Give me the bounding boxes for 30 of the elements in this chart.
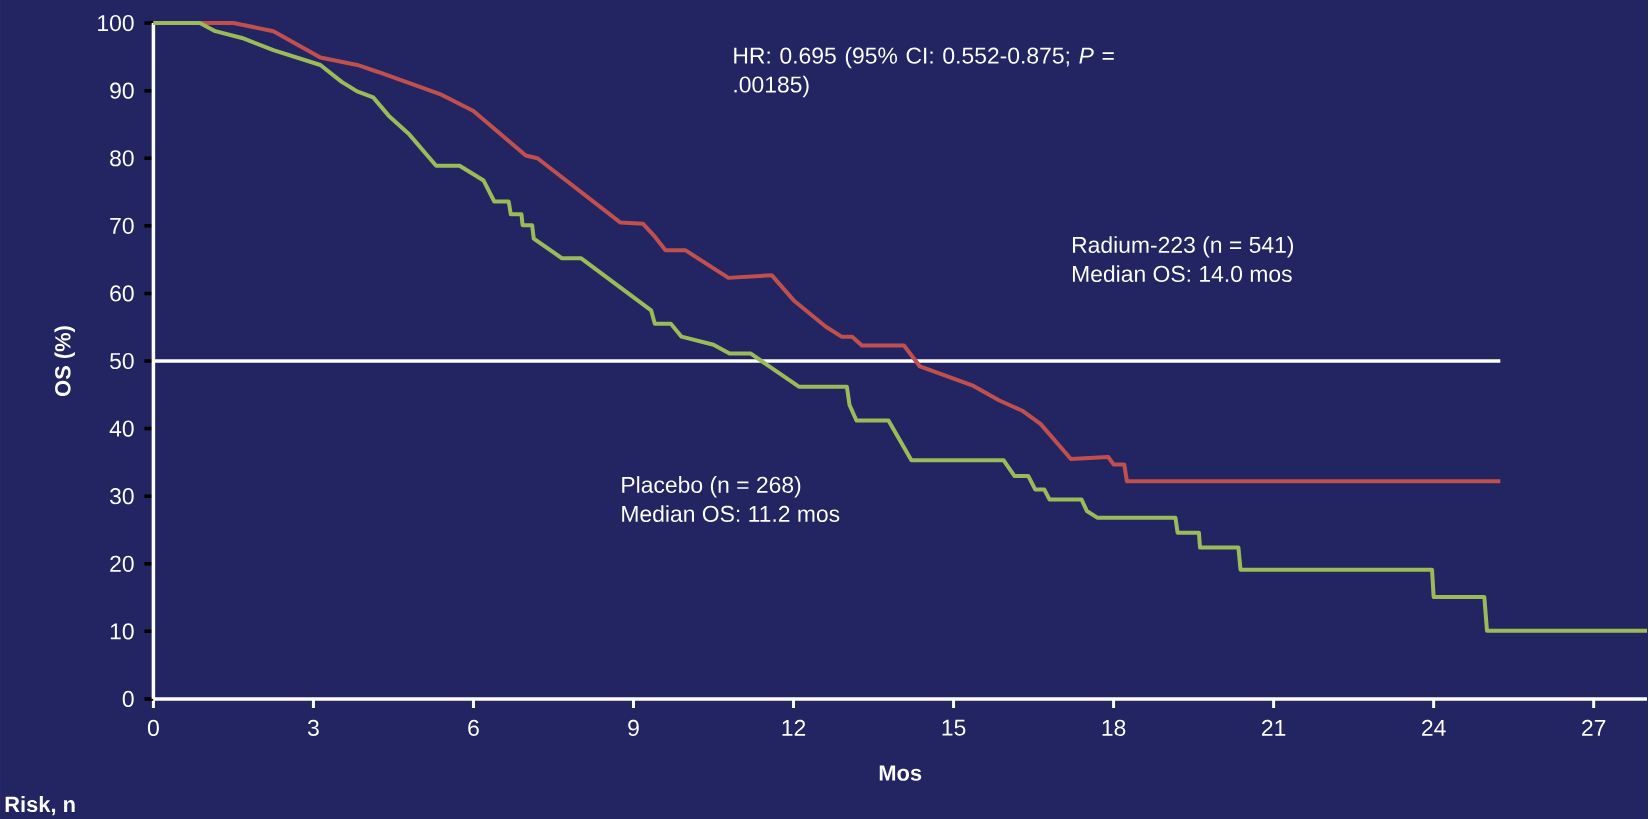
y-tick-label: 50 [110,352,134,369]
y-tick-label: 10 [110,623,134,640]
x-tick-label: 27 [1582,719,1606,736]
x-tick-label: 18 [1102,719,1126,736]
annotation: Median OS: 14.0 mos [1072,264,1292,282]
x-tick-label: 12 [782,719,806,736]
y-tick-label: 60 [110,285,134,302]
x-tick-label: 24 [1422,719,1446,736]
y-tick-label: 40 [109,420,134,437]
x-tick-label: 9 [628,719,639,736]
x-tick-label: 21 [1262,719,1286,736]
line-series [151,20,1649,633]
text: Risk, n [5,795,75,816]
annotation: Radium-223 (n = 541) [1072,235,1294,258]
x-tick-label: 6 [468,719,479,736]
x-axis-title: Mos [879,765,922,781]
annotation: Median OS: 11.2 mos [622,504,840,522]
annotation: Placebo (n = 268) [622,475,801,498]
x-tick-label: 0 [147,719,159,736]
y-tick-label: 90 [110,82,134,99]
x-tick-label: 3 [307,719,319,736]
y-tick-label: 0 [122,690,134,707]
y-axis-title: OS (%) [54,325,75,396]
y-tick-label: 20 [110,555,134,572]
y-tick-label: 30 [109,487,134,505]
text: HR: 0.695 (95% CI: 0.552-0.875; P = .00185) [734,46,1114,97]
y-tick-label: 70 [110,217,134,234]
y-tick-label: 100 [98,14,134,31]
y-tick-label: 80 [110,149,134,167]
x-tick-label: 15 [942,719,966,736]
